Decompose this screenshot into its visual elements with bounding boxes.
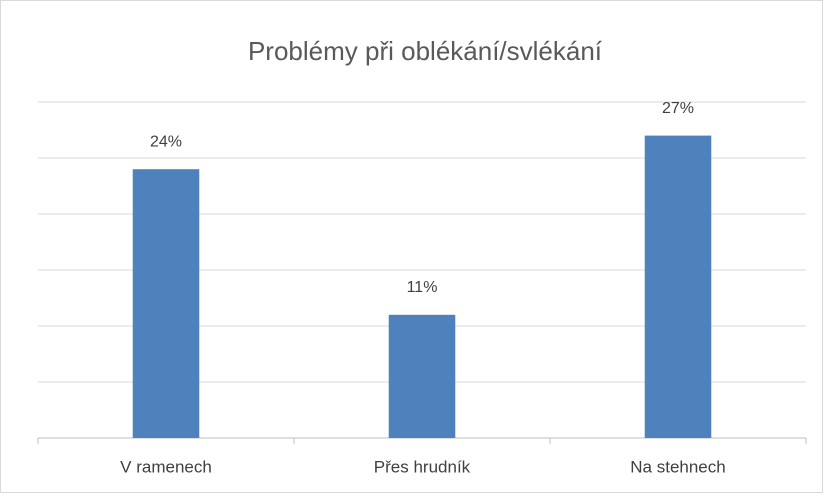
x-tick-label: Na stehnech [630,457,725,476]
data-label: 11% [407,279,438,296]
x-tick-label: Přes hrudník [374,457,471,476]
x-tick-label: V ramenech [120,457,212,476]
chart-title: Problémy při oblékání/svlékání [248,36,603,66]
bar [132,169,200,438]
bar [388,314,456,438]
bar [644,135,712,438]
data-label: 27% [662,100,694,117]
data-label: 24% [150,133,182,150]
